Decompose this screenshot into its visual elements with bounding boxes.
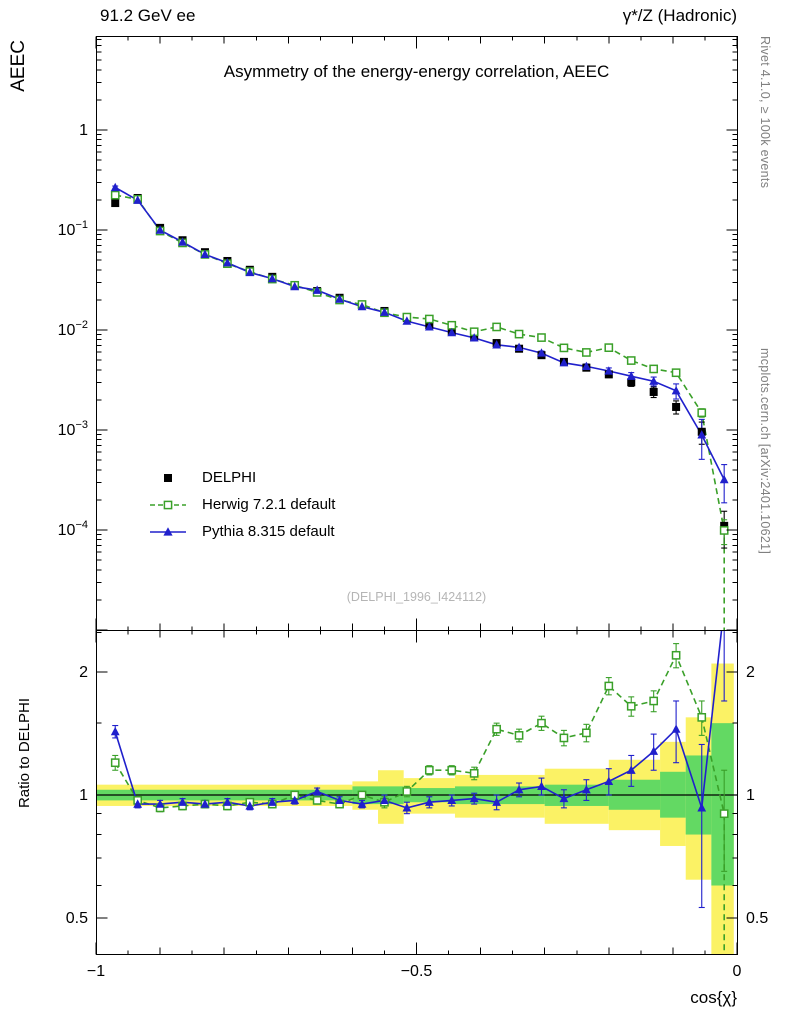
y-axis-label: AEEC xyxy=(8,40,29,92)
legend-item-label: Herwig 7.2.1 default xyxy=(202,496,336,513)
rivet-version-note: Rivet 4.1.0, ≥ 100k events xyxy=(758,36,772,189)
svg-text:0.5: 0.5 xyxy=(746,910,768,927)
svg-text:1: 1 xyxy=(746,787,755,804)
svg-text:2: 2 xyxy=(79,664,88,681)
herwig-marker-icon xyxy=(150,500,186,509)
process-label: γ*/Z (Hadronic) xyxy=(622,6,737,25)
ratio-plot-area xyxy=(97,631,737,954)
svg-text:10−2: 10−2 xyxy=(58,319,88,339)
svg-text:10−4: 10−4 xyxy=(58,519,88,539)
analysis-watermark: (DELPHI_1996_I424112) xyxy=(346,590,487,604)
plot-title: Asymmetry of the energy-energy correlati… xyxy=(223,62,610,81)
svg-text:0.5: 0.5 xyxy=(66,910,88,927)
legend-item-0: DELPHI xyxy=(148,464,335,491)
mcplots-reference-note: mcplots.cern.ch [arXiv:2401.10621] xyxy=(758,348,772,555)
svg-text:1: 1 xyxy=(79,787,88,804)
ratio-y-axis-label: Ratio to DELPHI xyxy=(16,698,33,809)
legend-item-1: Herwig 7.2.1 default xyxy=(148,491,335,518)
legend-item-label: DELPHI xyxy=(202,469,257,486)
main-plot-area xyxy=(110,182,729,630)
svg-text:0: 0 xyxy=(733,963,742,980)
x-axis-label: cos{χ} xyxy=(690,988,737,1007)
svg-text:10−1: 10−1 xyxy=(58,219,88,239)
legend-item-label: Pythia 8.315 default xyxy=(202,523,335,540)
beam-energy-label: 91.2 GeV ee xyxy=(100,6,196,25)
legend-item-2: Pythia 8.315 default xyxy=(148,518,335,545)
delphi-marker-icon xyxy=(164,473,172,482)
svg-text:2: 2 xyxy=(746,664,755,681)
pythia-marker-icon xyxy=(150,526,186,536)
svg-text:−0.5: −0.5 xyxy=(401,963,433,980)
legend: DELPHI Herwig 7.2.1 default Pythia 8.315 d… xyxy=(148,464,335,545)
svg-text:−1: −1 xyxy=(87,963,105,980)
svg-text:1: 1 xyxy=(79,122,88,139)
svg-text:10−3: 10−3 xyxy=(58,419,88,439)
axes xyxy=(95,36,738,955)
